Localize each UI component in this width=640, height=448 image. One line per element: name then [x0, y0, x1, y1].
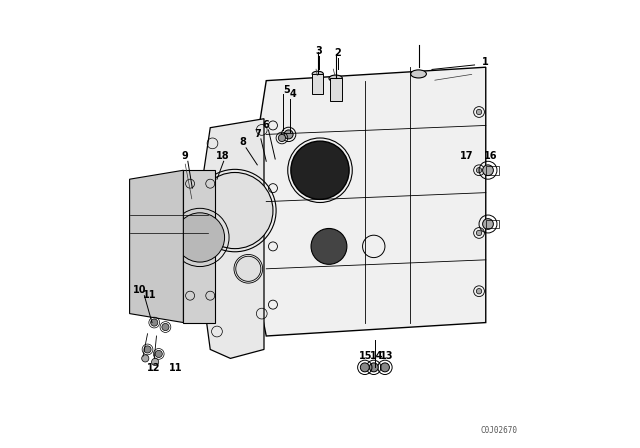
Bar — [330, 78, 342, 101]
Text: 7: 7 — [255, 129, 262, 138]
Ellipse shape — [312, 71, 323, 77]
Circle shape — [175, 213, 225, 262]
Bar — [486, 166, 499, 175]
Text: 4: 4 — [290, 89, 296, 99]
Text: 2: 2 — [335, 48, 341, 58]
Circle shape — [380, 363, 390, 372]
Circle shape — [236, 256, 261, 281]
Circle shape — [197, 172, 273, 249]
Circle shape — [291, 141, 349, 199]
Circle shape — [476, 289, 482, 294]
Circle shape — [311, 228, 347, 264]
Text: 9: 9 — [181, 151, 188, 161]
Circle shape — [284, 130, 293, 139]
Text: 3: 3 — [316, 46, 323, 56]
Text: 5: 5 — [283, 85, 290, 95]
Text: 11: 11 — [169, 363, 182, 373]
Polygon shape — [244, 67, 486, 336]
Text: 17: 17 — [460, 151, 474, 161]
Circle shape — [476, 109, 482, 115]
Polygon shape — [184, 170, 215, 323]
Text: 14: 14 — [370, 351, 383, 361]
Circle shape — [483, 165, 493, 176]
Circle shape — [483, 219, 493, 229]
Text: 16: 16 — [484, 151, 498, 161]
Circle shape — [141, 355, 149, 362]
Text: 6: 6 — [262, 120, 269, 129]
Circle shape — [150, 319, 158, 326]
Ellipse shape — [329, 75, 342, 82]
Circle shape — [278, 134, 285, 142]
Text: 10: 10 — [133, 285, 147, 295]
Text: 1: 1 — [481, 57, 488, 67]
Text: 11: 11 — [143, 290, 157, 300]
Circle shape — [162, 323, 169, 331]
Circle shape — [476, 168, 482, 173]
Circle shape — [155, 350, 163, 358]
Text: 15: 15 — [359, 351, 372, 361]
Text: 18: 18 — [216, 151, 229, 161]
Circle shape — [144, 346, 151, 353]
Bar — [130, 206, 208, 244]
Circle shape — [369, 363, 378, 372]
Circle shape — [152, 358, 159, 366]
Bar — [312, 74, 323, 94]
Circle shape — [476, 230, 482, 236]
Circle shape — [360, 363, 369, 372]
Text: 8: 8 — [239, 138, 246, 147]
Text: 13: 13 — [380, 351, 393, 361]
Bar — [486, 220, 499, 228]
Text: C0J02670: C0J02670 — [481, 426, 518, 435]
Ellipse shape — [411, 70, 426, 78]
Polygon shape — [195, 119, 264, 358]
Polygon shape — [130, 170, 184, 323]
Text: 12: 12 — [147, 363, 160, 373]
